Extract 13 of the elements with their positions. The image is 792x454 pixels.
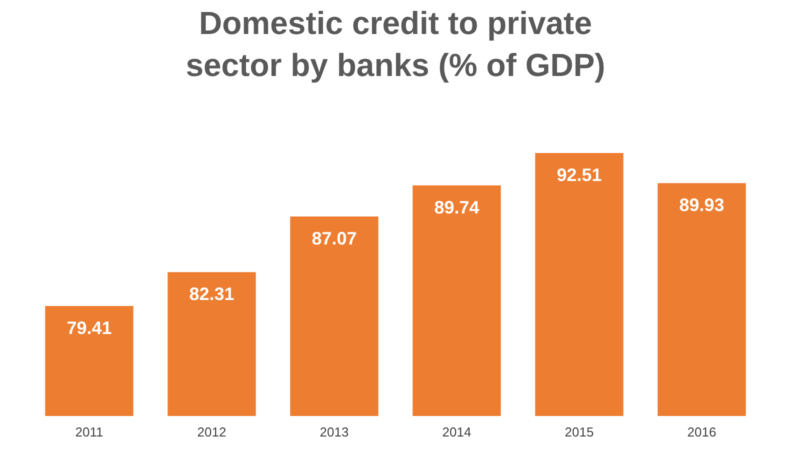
x-tick-label: 2014 — [442, 424, 472, 440]
x-tick-label: 2015 — [564, 424, 594, 440]
data-label: 92.51 — [556, 165, 602, 185]
x-tick-label: 2016 — [687, 424, 716, 440]
data-label: 89.93 — [679, 195, 724, 216]
chart-title: Domestic credit to private sector by banks (% of GDP) — [186, 5, 606, 83]
x-tick-label: 2011 — [75, 424, 104, 440]
x-tick-label: 2012 — [197, 424, 226, 440]
x-tick-label: 2013 — [320, 424, 349, 440]
data-label: 89.74 — [434, 197, 480, 218]
data-label: 79.41 — [66, 318, 112, 338]
data-label: 82.31 — [189, 284, 234, 304]
data-label: 87.07 — [312, 228, 357, 249]
